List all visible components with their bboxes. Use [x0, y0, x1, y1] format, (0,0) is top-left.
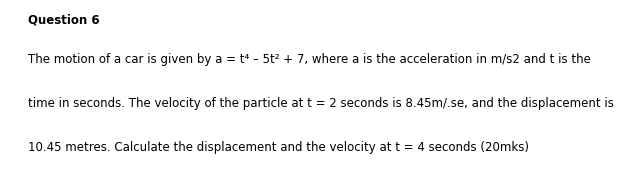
Text: 10.45 metres. Calculate the displacement and the velocity at t = 4 seconds (20mk: 10.45 metres. Calculate the displacement…	[28, 141, 529, 154]
Text: time in seconds. The velocity of the particle at t = 2 seconds is 8.45m/.se, and: time in seconds. The velocity of the par…	[28, 97, 614, 110]
Text: Question 6: Question 6	[28, 13, 99, 26]
Text: The motion of a car is given by a = t⁴ – 5t² + 7, where a is the acceleration in: The motion of a car is given by a = t⁴ –…	[28, 53, 591, 66]
